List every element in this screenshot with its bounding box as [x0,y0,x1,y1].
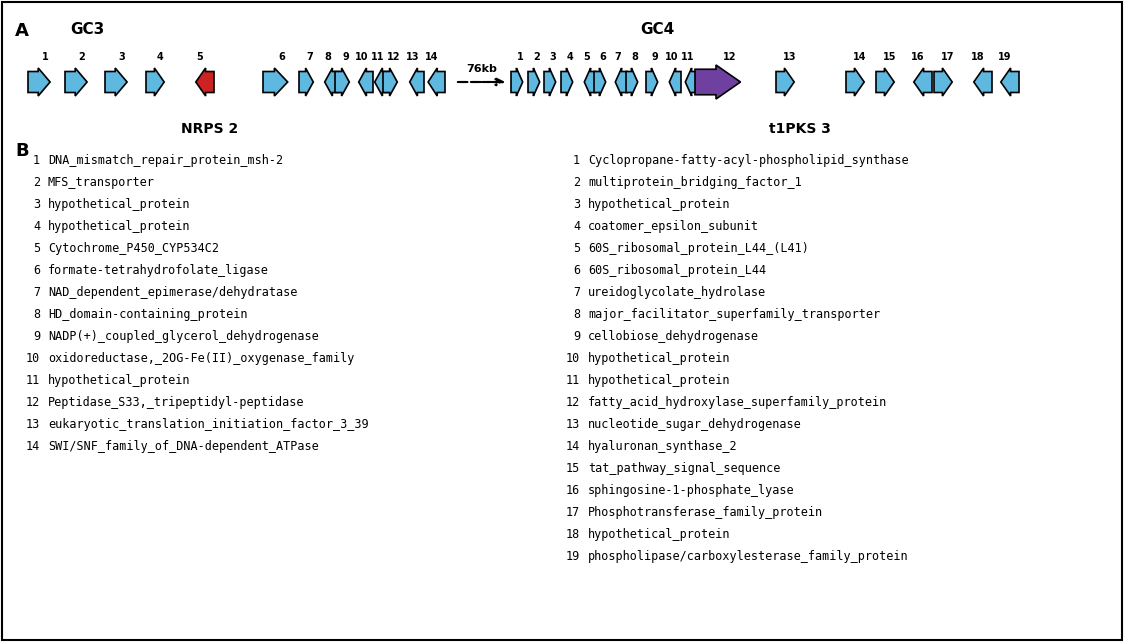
Text: 1: 1 [573,154,580,167]
Text: hypothetical_protein: hypothetical_protein [588,352,730,365]
Text: 1: 1 [33,154,40,167]
Text: 1: 1 [42,52,48,62]
Text: 18: 18 [971,52,984,62]
FancyArrow shape [669,68,681,96]
FancyArrow shape [626,68,638,96]
FancyArrow shape [776,68,794,96]
FancyArrow shape [382,68,397,96]
Text: 18: 18 [566,528,580,541]
Text: 4: 4 [573,220,580,233]
Text: 7: 7 [307,52,314,62]
Text: 19: 19 [998,52,1011,62]
Text: 60S_ribosomal_protein_L44: 60S_ribosomal_protein_L44 [588,264,766,277]
FancyArrow shape [528,68,540,96]
Text: 7: 7 [573,286,580,299]
Text: 9: 9 [343,52,350,62]
Text: 11: 11 [371,52,385,62]
FancyArrow shape [695,65,740,99]
Text: 3: 3 [550,52,557,62]
Text: 17: 17 [566,506,580,519]
Text: Peptidase_S33,_tripeptidyl-peptidase: Peptidase_S33,_tripeptidyl-peptidase [48,396,305,409]
Text: 16: 16 [566,484,580,497]
Text: 2: 2 [533,52,540,62]
FancyArrow shape [28,68,51,96]
Text: NADP(+)_coupled_glycerol_dehydrogenase: NADP(+)_coupled_glycerol_dehydrogenase [48,330,318,343]
Text: 4: 4 [33,220,40,233]
Text: 13: 13 [783,52,796,62]
Text: 3: 3 [33,198,40,211]
FancyArrow shape [646,68,658,96]
Text: B: B [15,142,28,160]
Text: multiprotein_bridging_factor_1: multiprotein_bridging_factor_1 [588,176,802,189]
Text: 13: 13 [26,418,40,431]
Text: Cytochrome_P450_CYP534C2: Cytochrome_P450_CYP534C2 [48,242,219,255]
FancyArrow shape [511,68,523,96]
Text: NAD_dependent_epimerase/dehydratase: NAD_dependent_epimerase/dehydratase [48,286,297,299]
FancyArrow shape [359,68,374,96]
Text: 14: 14 [26,440,40,453]
Text: 4: 4 [156,52,163,62]
Text: 6: 6 [600,52,606,62]
Text: 16: 16 [911,52,925,62]
Text: phospholipase/carboxylesterase_family_protein: phospholipase/carboxylesterase_family_pr… [588,550,909,563]
Text: Cyclopropane-fatty-acyl-phospholipid_synthase: Cyclopropane-fatty-acyl-phospholipid_syn… [588,154,909,167]
Text: 7: 7 [33,286,40,299]
Text: 9: 9 [573,330,580,343]
Text: 2: 2 [573,176,580,189]
Text: formate-tetrahydrofolate_ligase: formate-tetrahydrofolate_ligase [48,264,269,277]
Text: HD_domain-containing_protein: HD_domain-containing_protein [48,308,248,321]
Text: 6: 6 [279,52,286,62]
Text: 14: 14 [425,52,439,62]
Text: hypothetical_protein: hypothetical_protein [588,528,730,541]
Text: oxidoreductase,_2OG-Fe(II)_oxygenase_family: oxidoreductase,_2OG-Fe(II)_oxygenase_fam… [48,352,354,365]
Text: 13: 13 [406,52,420,62]
FancyArrow shape [335,68,349,96]
Text: 17: 17 [942,52,955,62]
Text: NRPS 2: NRPS 2 [181,122,238,136]
FancyArrow shape [934,68,952,96]
Text: 6: 6 [573,264,580,277]
FancyArrow shape [65,68,87,96]
FancyArrow shape [410,68,424,96]
Text: 15: 15 [566,462,580,475]
Text: hypothetical_protein: hypothetical_protein [588,374,730,387]
Text: 10: 10 [26,352,40,365]
Text: 19: 19 [566,550,580,563]
FancyArrow shape [914,68,932,96]
Text: 7: 7 [614,52,621,62]
Text: 12: 12 [26,396,40,409]
Text: 1: 1 [516,52,523,62]
Text: hypothetical_protein: hypothetical_protein [588,198,730,211]
Text: tat_pathway_signal_sequence: tat_pathway_signal_sequence [588,462,781,475]
Text: 11: 11 [26,374,40,387]
Text: 12: 12 [723,52,737,62]
Text: 8: 8 [573,308,580,321]
Text: 6: 6 [33,264,40,277]
Text: 4: 4 [567,52,574,62]
Text: nucleotide_sugar_dehydrogenase: nucleotide_sugar_dehydrogenase [588,418,802,431]
FancyArrow shape [876,68,894,96]
Text: hypothetical_protein: hypothetical_protein [48,374,190,387]
Text: 10: 10 [566,352,580,365]
FancyArrow shape [544,68,556,96]
FancyArrow shape [429,68,446,96]
FancyArrow shape [685,68,698,96]
Text: 13: 13 [566,418,580,431]
Text: ureidoglycolate_hydrolase: ureidoglycolate_hydrolase [588,286,766,299]
Text: coatomer_epsilon_subunit: coatomer_epsilon_subunit [588,220,759,233]
Text: 2: 2 [79,52,86,62]
FancyArrow shape [846,68,864,96]
Text: 12: 12 [566,396,580,409]
Text: 5: 5 [197,52,204,62]
FancyArrow shape [561,68,573,96]
Text: 9: 9 [33,330,40,343]
Text: MFS_transporter: MFS_transporter [48,176,155,189]
Text: 5: 5 [573,242,580,255]
FancyArrow shape [584,68,596,96]
Text: 10: 10 [665,52,678,62]
Text: hyaluronan_synthase_2: hyaluronan_synthase_2 [588,440,738,453]
Text: 8: 8 [631,52,639,62]
FancyArrow shape [325,68,339,96]
Text: 11: 11 [682,52,695,62]
